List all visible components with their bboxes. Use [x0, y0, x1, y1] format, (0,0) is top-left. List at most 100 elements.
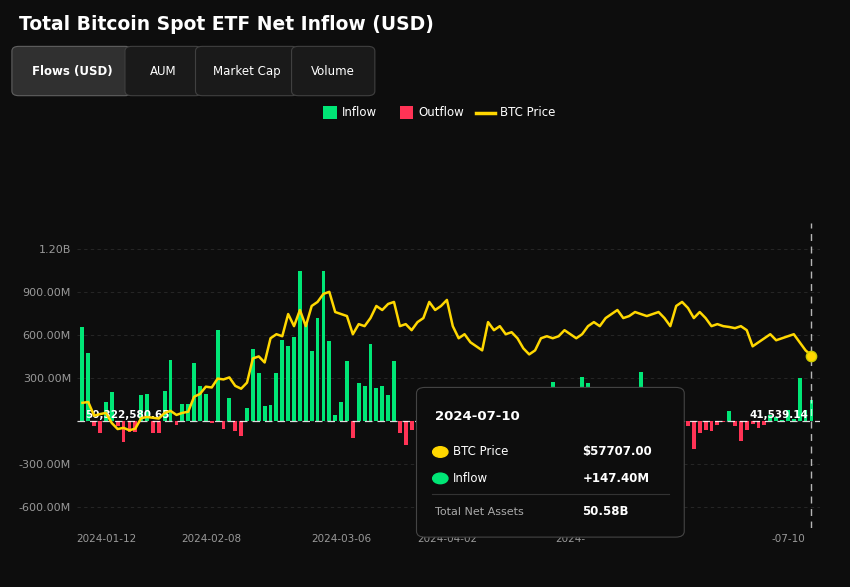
Bar — [615, 412, 620, 421]
Bar — [345, 361, 348, 421]
Text: +147.40M: +147.40M — [582, 472, 649, 485]
Bar — [722, 421, 725, 422]
Bar — [280, 340, 284, 421]
Bar — [774, 417, 778, 421]
Bar — [327, 341, 332, 421]
Bar — [686, 421, 690, 426]
Bar — [239, 421, 243, 436]
Text: 2024-07-10: 2024-07-10 — [435, 410, 520, 423]
Bar — [145, 394, 149, 421]
Bar — [222, 421, 225, 430]
Bar — [339, 402, 343, 421]
Bar — [504, 421, 507, 435]
Bar — [392, 361, 396, 421]
Bar — [710, 421, 713, 431]
Bar — [263, 406, 267, 421]
Bar — [93, 421, 96, 426]
Bar — [480, 421, 484, 467]
Bar — [269, 406, 273, 421]
Bar — [81, 327, 84, 421]
Bar — [245, 407, 249, 421]
Bar — [180, 404, 184, 421]
Bar — [398, 421, 402, 433]
Bar — [292, 337, 296, 421]
Bar — [762, 421, 767, 425]
Bar — [527, 421, 531, 432]
Bar — [798, 378, 802, 421]
Bar — [751, 421, 755, 424]
Bar — [704, 421, 707, 430]
Bar — [516, 421, 519, 426]
Bar — [551, 382, 555, 421]
Bar — [416, 421, 419, 424]
Bar — [651, 409, 654, 421]
Bar — [569, 404, 572, 421]
Bar — [216, 330, 219, 421]
Bar — [257, 373, 261, 421]
Bar — [210, 421, 213, 423]
Bar — [521, 421, 525, 434]
Bar — [633, 403, 637, 421]
Bar — [304, 323, 308, 421]
Text: 50.58B: 50.58B — [582, 505, 629, 518]
Bar — [445, 421, 449, 430]
Bar — [321, 271, 326, 421]
Bar — [204, 394, 207, 421]
Bar — [422, 421, 425, 450]
Text: Total Bitcoin Spot ETF Net Inflow (USD): Total Bitcoin Spot ETF Net Inflow (USD) — [19, 15, 434, 33]
Bar — [434, 405, 437, 421]
Bar — [128, 421, 132, 431]
Bar — [557, 402, 560, 421]
Text: Inflow: Inflow — [342, 106, 377, 119]
Text: 41,539.14: 41,539.14 — [750, 410, 808, 420]
Text: Total Net Assets: Total Net Assets — [435, 507, 524, 517]
Bar — [657, 421, 660, 423]
Bar — [151, 421, 155, 433]
Bar — [298, 271, 302, 421]
Bar — [780, 420, 784, 421]
Bar — [315, 318, 320, 421]
Bar — [498, 421, 501, 424]
Bar — [698, 421, 701, 433]
Bar — [380, 386, 384, 421]
Bar — [756, 421, 761, 429]
Text: Flows (USD): Flows (USD) — [31, 65, 112, 77]
Bar — [234, 421, 237, 431]
Bar — [428, 402, 431, 421]
Bar — [733, 421, 737, 426]
Bar — [450, 421, 455, 429]
Bar — [386, 395, 390, 421]
Bar — [639, 372, 643, 421]
Bar — [598, 421, 602, 457]
Bar — [351, 421, 354, 438]
Point — [805, 351, 819, 360]
Bar — [575, 421, 578, 424]
Bar — [163, 392, 167, 421]
Bar — [539, 388, 543, 421]
Bar — [251, 349, 255, 421]
Bar — [439, 421, 443, 447]
Bar — [286, 346, 290, 421]
Text: Inflow: Inflow — [453, 472, 488, 485]
Text: AUM: AUM — [150, 65, 177, 77]
Bar — [739, 421, 743, 441]
Bar — [139, 395, 143, 421]
Bar — [809, 400, 813, 421]
Text: Market Cap: Market Cap — [213, 65, 280, 77]
Bar — [728, 411, 731, 421]
Bar — [674, 421, 678, 429]
Bar — [228, 398, 231, 421]
Bar — [792, 419, 796, 421]
Bar — [474, 421, 479, 427]
Text: Outflow: Outflow — [418, 106, 464, 119]
Bar — [116, 421, 120, 426]
Bar — [668, 421, 672, 436]
Bar — [662, 421, 666, 430]
Bar — [533, 398, 537, 421]
Bar — [309, 351, 314, 421]
Bar — [692, 421, 696, 450]
Bar — [592, 421, 596, 428]
Text: 50,322,580.65: 50,322,580.65 — [85, 410, 170, 420]
Bar — [333, 415, 337, 421]
Bar — [157, 421, 161, 433]
